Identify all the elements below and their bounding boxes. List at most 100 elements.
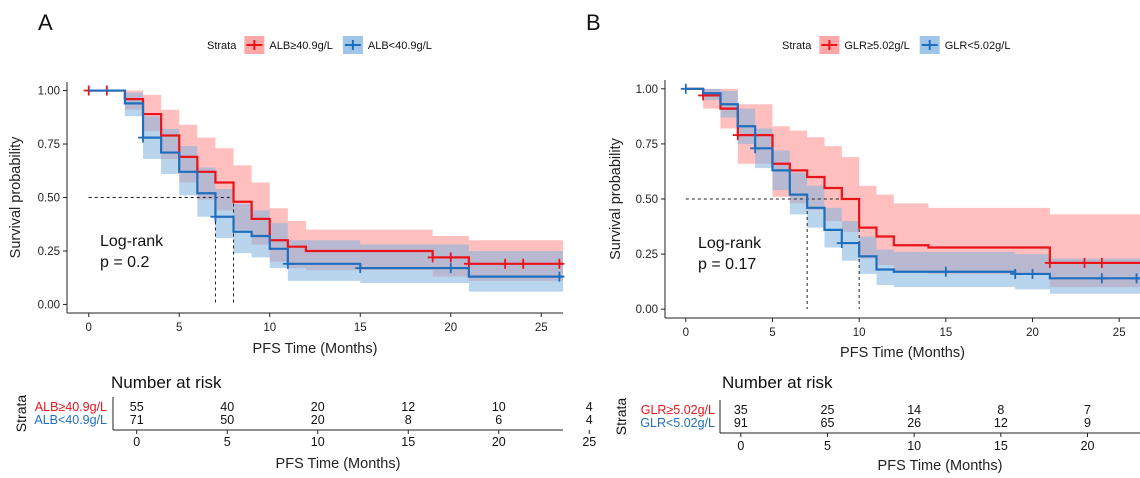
censor-mark — [1010, 268, 1021, 279]
risk-count: 40 — [220, 400, 234, 414]
x-tick-label: 20 — [444, 322, 457, 334]
y-tick-label: 0.75 — [38, 139, 60, 151]
risk-x-tick-label: 15 — [401, 435, 415, 449]
risk-x-tick-label: 0 — [133, 435, 140, 449]
risk-row-label: GLR<5.02g/L — [640, 416, 715, 430]
risk-count: 25 — [821, 403, 835, 417]
risk-x-axis-title: PFS Time (Months) — [276, 456, 401, 472]
p-value-label: p = 0.17 — [698, 256, 756, 273]
y-tick-label: 1.00 — [636, 84, 658, 96]
x-tick-label: 15 — [354, 322, 367, 334]
legend: Strata GLR≥5.02g/L GLR<5.02g/L — [782, 36, 1010, 54]
ci-band-1 — [88, 90, 563, 292]
censor-mark — [445, 263, 456, 274]
risk-strata-title: Strata — [613, 398, 629, 436]
risk-x-tick-label: 5 — [824, 439, 831, 453]
y-tick-label: 0.75 — [636, 139, 658, 151]
x-tick-label: 0 — [86, 322, 92, 334]
y-axis-title: Survival probability — [8, 136, 24, 258]
censor-mark — [1079, 257, 1090, 268]
survival-curve-0 — [685, 87, 1140, 265]
censor-mark — [1096, 273, 1107, 284]
y-tick-label: 0.25 — [636, 249, 658, 261]
censor-mark — [210, 211, 221, 222]
risk-count: 35 — [734, 403, 748, 417]
censor-mark — [554, 258, 565, 269]
censor-mark — [940, 266, 951, 277]
x-axis-title: PFS Time (Months) — [253, 341, 378, 357]
risk-table-title: Number at risk — [111, 373, 222, 392]
risk-x-tick-label: 20 — [1081, 439, 1095, 453]
y-axis-title: Survival probability — [608, 137, 624, 259]
risk-count: 20 — [311, 413, 325, 427]
risk-count: 7 — [1084, 403, 1091, 417]
censor-mark — [445, 252, 456, 263]
logrank-label: Log-rank — [698, 235, 762, 252]
risk-count: 12 — [401, 400, 415, 414]
censor-mark — [518, 258, 529, 269]
ci-band-0 — [88, 90, 563, 281]
x-tick-label: 5 — [176, 322, 182, 334]
y-tick-label: 0.25 — [38, 246, 60, 258]
y-tick-label: 1.00 — [38, 86, 60, 98]
risk-x-tick-label: 15 — [994, 439, 1008, 453]
median-guides — [88, 197, 235, 305]
risk-strata-title: Strata — [13, 395, 29, 433]
censor-mark — [750, 143, 761, 154]
legend-label-1: ALB<40.9g/L — [368, 40, 432, 52]
x-tick-label: 0 — [683, 327, 689, 339]
x-tick-label: 15 — [939, 327, 952, 339]
x-tick-label: 25 — [1113, 327, 1126, 339]
risk-count: 9 — [1084, 416, 1091, 430]
risk-row-label: ALB<40.9g/L — [34, 413, 107, 427]
legend-label-0: ALB≥40.9g/L — [269, 40, 333, 52]
y-tick-label: 0.00 — [636, 304, 658, 316]
y-tick-label: 0.50 — [636, 194, 658, 206]
risk-count: 55 — [130, 400, 144, 414]
legend: Strata ALB≥40.9g/L ALB<40.9g/L — [207, 36, 432, 54]
risk-x-tick-label: 5 — [224, 435, 231, 449]
censor-mark — [836, 238, 847, 249]
risk-row-label: GLR≥5.02g/L — [641, 403, 715, 417]
risk-count: 6 — [495, 413, 502, 427]
risk-count: 10 — [492, 400, 506, 414]
y-tick-label: 0.50 — [38, 193, 60, 205]
risk-count: 71 — [130, 413, 144, 427]
risk-count: 20 — [311, 400, 325, 414]
risk-table: Number at riskGLR≥5.02g/L352514873GLR<5.… — [613, 373, 1140, 474]
logrank-label: Log-rank — [100, 233, 164, 250]
risk-count: 12 — [994, 416, 1008, 430]
risk-count: 8 — [405, 413, 412, 427]
risk-x-tick-label: 10 — [907, 439, 921, 453]
censor-mark — [732, 130, 743, 141]
y-tick-label: 0.00 — [38, 299, 60, 311]
censor-mark — [554, 271, 565, 282]
risk-row-label: ALB≥40.9g/L — [35, 400, 107, 414]
risk-count: 4 — [586, 400, 593, 414]
risk-count: 50 — [220, 413, 234, 427]
legend-title: Strata — [207, 40, 237, 52]
censor-mark — [1044, 257, 1055, 268]
risk-count: 26 — [907, 416, 921, 430]
risk-x-tick-label: 20 — [492, 435, 506, 449]
x-tick-label: 5 — [769, 327, 775, 339]
ci-band-0 — [685, 88, 1140, 288]
risk-count: 4 — [586, 413, 593, 427]
risk-table-title: Number at risk — [722, 373, 833, 392]
censor-mark — [680, 83, 691, 94]
risk-x-tick-label: 10 — [311, 435, 325, 449]
x-tick-label: 25 — [535, 322, 548, 334]
censor-mark — [138, 132, 149, 143]
censor-mark — [282, 258, 293, 269]
risk-count: 14 — [907, 403, 921, 417]
x-tick-label: 10 — [853, 327, 866, 339]
legend-label-1: GLR<5.02g/L — [945, 40, 1011, 52]
p-value-label: p = 0.2 — [100, 254, 149, 271]
censor-mark — [355, 263, 366, 274]
censor-mark — [427, 252, 438, 263]
x-axis-title: PFS Time (Months) — [840, 345, 965, 361]
risk-count: 8 — [997, 403, 1004, 417]
